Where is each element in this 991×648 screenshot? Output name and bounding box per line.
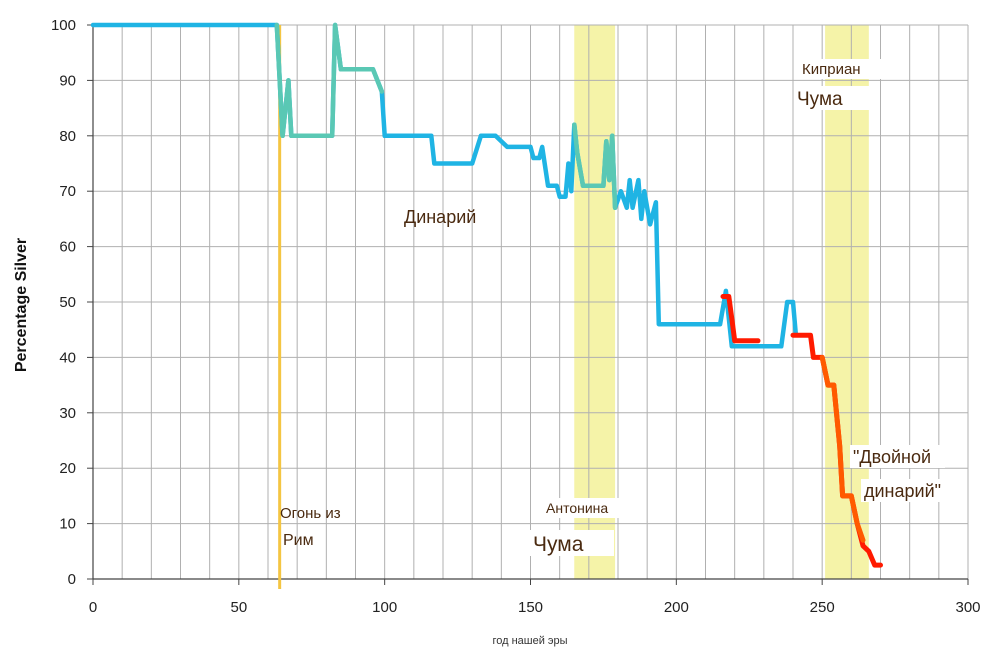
annotation-bg-double_2 [861, 479, 961, 502]
y-tick-label: 90 [59, 72, 76, 89]
series-line-overlap-1 [274, 22, 385, 139]
y-tick-label: 20 [59, 460, 76, 477]
y-tick-label: 10 [59, 516, 76, 533]
y-tick-label: 70 [59, 183, 76, 200]
y-tick-labels: 0 10 20 30 40 50 60 70 80 90 100 [51, 17, 76, 588]
x-axis-label: год нашей эры [492, 635, 567, 647]
x-tick-label: 50 [230, 599, 247, 616]
series-line-red-3 [720, 294, 761, 344]
x-tick-label: 250 [810, 599, 835, 616]
y-tick-label: 50 [59, 294, 76, 311]
series-line-overlap-2 [572, 122, 618, 211]
annotation-bg-antonine_1 [543, 498, 635, 518]
x-tick-label: 200 [664, 599, 689, 616]
chart-series [90, 22, 883, 568]
annotation-bg-cyprian_2 [794, 86, 876, 110]
y-axis-label: Percentage Silver [13, 238, 30, 372]
chart-annotations: Огонь из Рим Динарий Антонина Чума Киприан Чум… [280, 59, 961, 556]
y-tick-label: 30 [59, 405, 76, 422]
annotation-antonine_2: Чума [533, 533, 584, 556]
annotation-antonine_1: Антонина [546, 500, 608, 516]
annotation-denarius: Динарий [404, 207, 476, 227]
annotation-cyprian_1: Киприан [802, 61, 861, 78]
y-tick-label: 60 [59, 239, 76, 256]
x-tick-label: 100 [372, 599, 397, 616]
annotation-cyprian_2: Чума [797, 89, 843, 110]
annotation-double_1: "Двойной [853, 447, 931, 467]
chart-axes [87, 24, 969, 585]
annotation-fire_2: Рим [283, 532, 314, 549]
annotation-bg-antonine_2 [530, 530, 614, 556]
annotation-bg-double_1 [850, 445, 945, 468]
series-line-orange-5 [819, 354, 866, 543]
annotation-bg-cyprian_1 [799, 59, 881, 79]
x-tick-label: 300 [955, 599, 980, 616]
y-tick-label: 40 [59, 349, 76, 366]
series-line-denarius-0 [90, 22, 799, 349]
x-tick-label: 150 [518, 599, 543, 616]
annotation-fire_1: Огонь из [280, 505, 341, 522]
annotation-double_2: динарий" [864, 481, 941, 501]
x-tick-label: 0 [89, 599, 97, 616]
x-tick-labels: 0 50 100 150 200 250 300 [89, 599, 981, 616]
y-tick-label: 0 [68, 571, 76, 588]
y-tick-label: 100 [51, 17, 76, 34]
y-tick-label: 80 [59, 128, 76, 145]
